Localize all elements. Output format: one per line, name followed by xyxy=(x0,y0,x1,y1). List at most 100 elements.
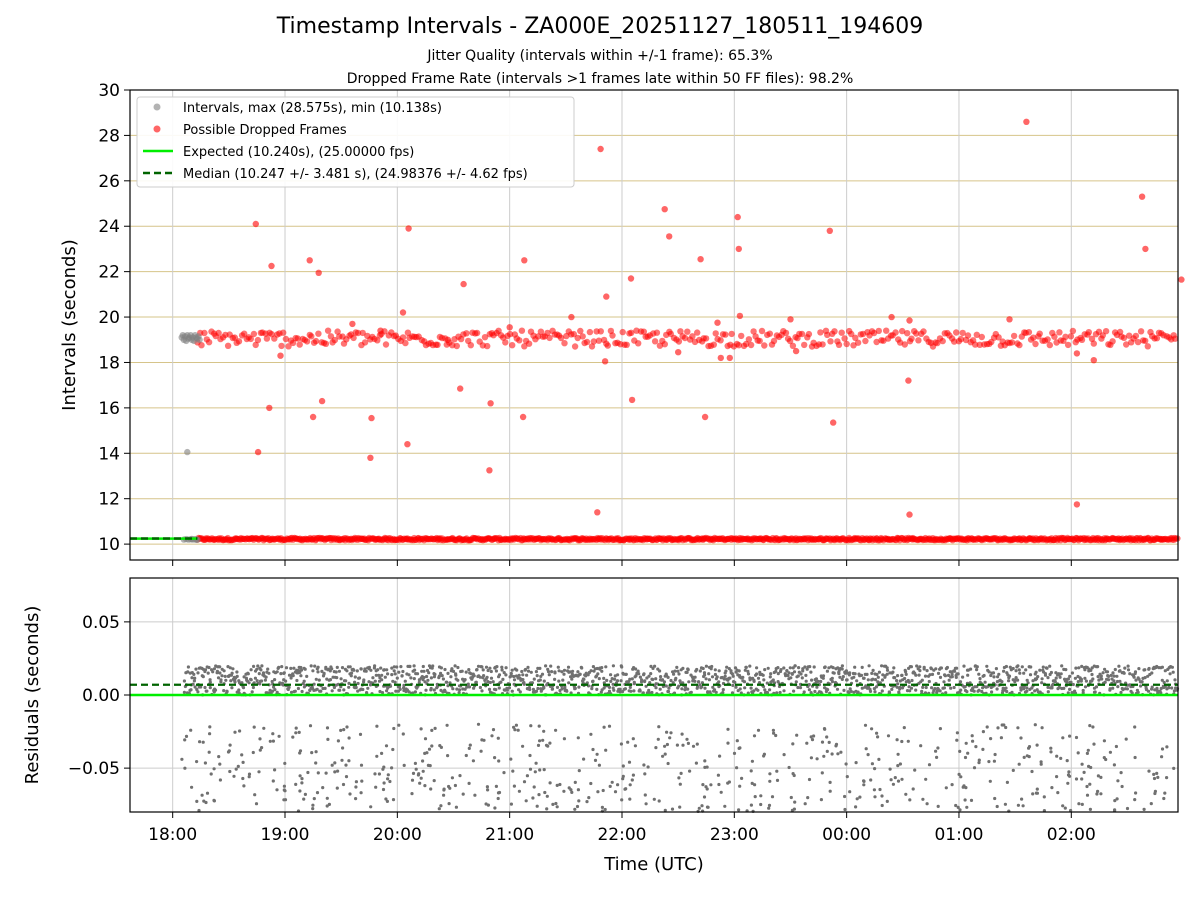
residual-point xyxy=(562,672,566,676)
dropped-frame-point-high-band xyxy=(640,328,647,335)
residual-point xyxy=(939,666,944,670)
residual-point xyxy=(345,669,349,673)
residual-point xyxy=(903,676,907,681)
residual-point xyxy=(512,678,517,682)
residual-point xyxy=(1038,690,1042,694)
residual-point xyxy=(398,687,402,692)
residual-point xyxy=(805,667,809,671)
residual-point xyxy=(383,675,387,679)
residual-point xyxy=(252,725,256,729)
residual-point xyxy=(573,686,577,691)
dropped-frame-point-high-band xyxy=(750,328,757,335)
residual-point xyxy=(860,665,864,670)
residual-point xyxy=(1005,780,1010,785)
residual-point xyxy=(464,670,468,674)
residual-point xyxy=(1150,671,1154,675)
residual-point xyxy=(233,680,237,684)
residual-point xyxy=(334,670,338,674)
dropped-frame-point xyxy=(309,413,317,421)
dropped-frame-point-high-band xyxy=(689,333,696,340)
dropped-frame-point xyxy=(1073,350,1081,357)
residual-point xyxy=(534,761,538,765)
residual-point xyxy=(295,678,299,683)
residual-point xyxy=(866,753,870,757)
residual-point xyxy=(753,795,757,799)
dropped-frame-point-high-band xyxy=(915,337,922,344)
dropped-frame-point-high-band xyxy=(1044,336,1051,343)
residual-point xyxy=(457,691,461,695)
residual-point xyxy=(522,780,527,784)
residual-point xyxy=(360,779,364,783)
residual-point xyxy=(746,669,750,674)
residual-point xyxy=(193,685,197,689)
dropped-frame-point-high-band xyxy=(224,342,232,349)
residual-point xyxy=(347,685,351,689)
dropped-frame-point xyxy=(521,257,528,264)
residual-point xyxy=(212,767,216,771)
residual-point xyxy=(735,739,739,743)
residual-point xyxy=(212,798,216,803)
residual-point xyxy=(454,805,458,809)
dropped-frame-point-high-band xyxy=(892,329,899,336)
residual-point xyxy=(1147,666,1151,671)
residual-point xyxy=(642,763,646,767)
dropped-frame-point-high-band xyxy=(675,338,683,345)
intervals-y-tick-label: 10 xyxy=(98,535,120,555)
residual-point xyxy=(908,689,912,693)
dropped-frame-point-high-band xyxy=(661,341,668,348)
residual-point xyxy=(965,805,969,809)
residual-point xyxy=(231,667,235,671)
residual-point xyxy=(896,779,901,783)
residual-point xyxy=(562,789,566,793)
residual-point xyxy=(1074,735,1079,740)
residual-point xyxy=(891,670,895,674)
residual-point xyxy=(959,775,963,779)
residual-point xyxy=(992,759,997,763)
residual-point xyxy=(430,744,434,748)
residual-point xyxy=(695,742,699,746)
dropped-frame-point-high-band xyxy=(583,338,591,346)
residual-point xyxy=(494,669,498,673)
residual-point xyxy=(702,795,707,799)
dropped-frame-point-high-band xyxy=(574,334,581,342)
dropped-frame-point-high-band xyxy=(1088,335,1096,342)
residual-point xyxy=(1126,664,1130,668)
residual-point xyxy=(1086,748,1090,752)
residual-point xyxy=(1112,763,1116,767)
residual-point xyxy=(348,792,352,796)
residual-point xyxy=(450,667,454,671)
residual-point xyxy=(631,773,636,777)
dropped-frame-point xyxy=(736,312,744,320)
residual-point xyxy=(1028,673,1033,677)
residual-point xyxy=(1082,770,1086,775)
dropped-frame-point-high-band xyxy=(904,330,911,337)
residual-point xyxy=(700,685,704,689)
residual-point xyxy=(930,686,934,690)
residual-point xyxy=(258,737,262,741)
residual-point xyxy=(547,673,551,677)
residual-point xyxy=(390,766,394,770)
residual-point xyxy=(237,688,241,692)
residual-point xyxy=(1080,664,1084,669)
residual-point xyxy=(936,804,940,809)
residual-point xyxy=(770,795,775,799)
dropped-frame-point xyxy=(487,400,494,407)
dropped-frame-point-high-band xyxy=(1032,340,1039,348)
residual-point xyxy=(738,784,742,788)
residual-point xyxy=(377,673,381,677)
residual-point xyxy=(263,678,267,682)
residual-point xyxy=(315,791,320,795)
residual-point xyxy=(821,676,825,680)
residual-point xyxy=(283,761,287,766)
residual-point xyxy=(644,802,648,806)
residual-point xyxy=(950,783,954,787)
residual-point xyxy=(250,690,254,694)
interval-point xyxy=(184,448,191,456)
residual-point xyxy=(825,669,830,673)
residual-point xyxy=(576,736,580,740)
residual-point xyxy=(1020,665,1024,669)
dropped-frame-point-high-band xyxy=(653,329,661,336)
residual-point xyxy=(192,672,196,677)
residual-point xyxy=(1163,791,1167,795)
residual-point xyxy=(347,736,351,740)
